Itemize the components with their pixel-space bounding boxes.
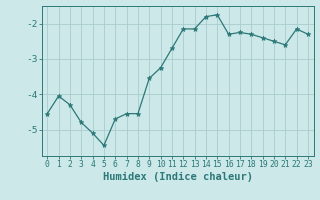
- X-axis label: Humidex (Indice chaleur): Humidex (Indice chaleur): [103, 172, 252, 182]
